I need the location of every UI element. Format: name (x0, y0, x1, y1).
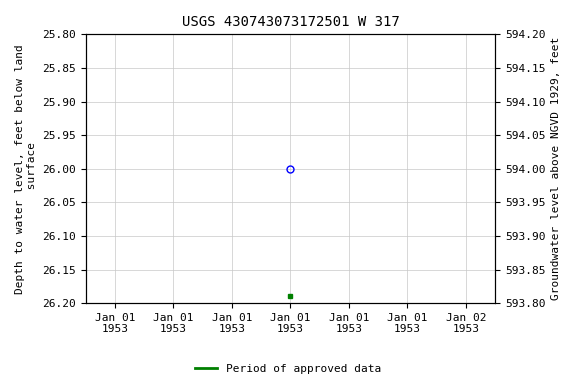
Title: USGS 430743073172501 W 317: USGS 430743073172501 W 317 (181, 15, 399, 29)
Y-axis label: Groundwater level above NGVD 1929, feet: Groundwater level above NGVD 1929, feet (551, 37, 561, 300)
Y-axis label: Depth to water level, feet below land
 surface: Depth to water level, feet below land su… (15, 44, 37, 294)
Legend: Period of approved data: Period of approved data (191, 359, 385, 379)
